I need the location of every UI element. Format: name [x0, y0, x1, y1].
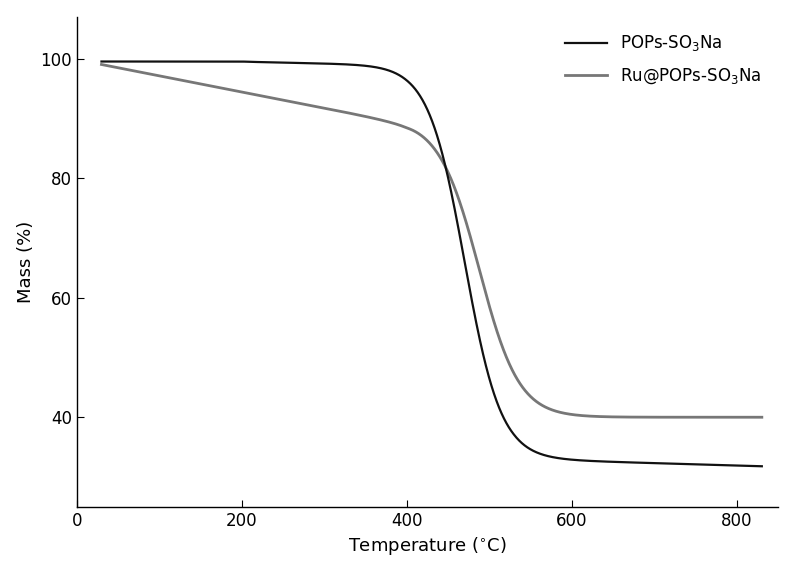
Ru@POPs-SO$_3$Na [350, 111, 359, 118]
Ru@POPs-SO$_3$Na [744, 414, 754, 421]
Ru@POPs-SO$_3$Na [97, 61, 107, 68]
Ru@POPs-SO$_3$Na [673, 414, 682, 421]
Ru@POPs-SO$_3$Na [172, 76, 181, 83]
Y-axis label: Mass (%): Mass (%) [17, 220, 35, 303]
Line: POPs-SO$_3$Na: POPs-SO$_3$Na [102, 61, 762, 466]
POPs-SO$_3$Na [350, 61, 359, 68]
POPs-SO$_3$Na [744, 463, 754, 470]
Line: Ru@POPs-SO$_3$Na: Ru@POPs-SO$_3$Na [102, 64, 762, 417]
POPs-SO$_3$Na [172, 58, 181, 65]
POPs-SO$_3$Na [378, 65, 388, 72]
Ru@POPs-SO$_3$Na [378, 117, 388, 124]
Legend: POPs-SO$_3$Na, Ru@POPs-SO$_3$Na: POPs-SO$_3$Na, Ru@POPs-SO$_3$Na [557, 25, 770, 95]
Ru@POPs-SO$_3$Na [211, 83, 221, 90]
POPs-SO$_3$Na [211, 58, 221, 65]
POPs-SO$_3$Na [757, 463, 766, 470]
POPs-SO$_3$Na [97, 58, 107, 65]
X-axis label: Temperature ($\mathregular{^{\circ}}$C): Temperature ($\mathregular{^{\circ}}$C) [348, 536, 507, 557]
POPs-SO$_3$Na [673, 460, 682, 467]
Ru@POPs-SO$_3$Na [757, 414, 766, 421]
